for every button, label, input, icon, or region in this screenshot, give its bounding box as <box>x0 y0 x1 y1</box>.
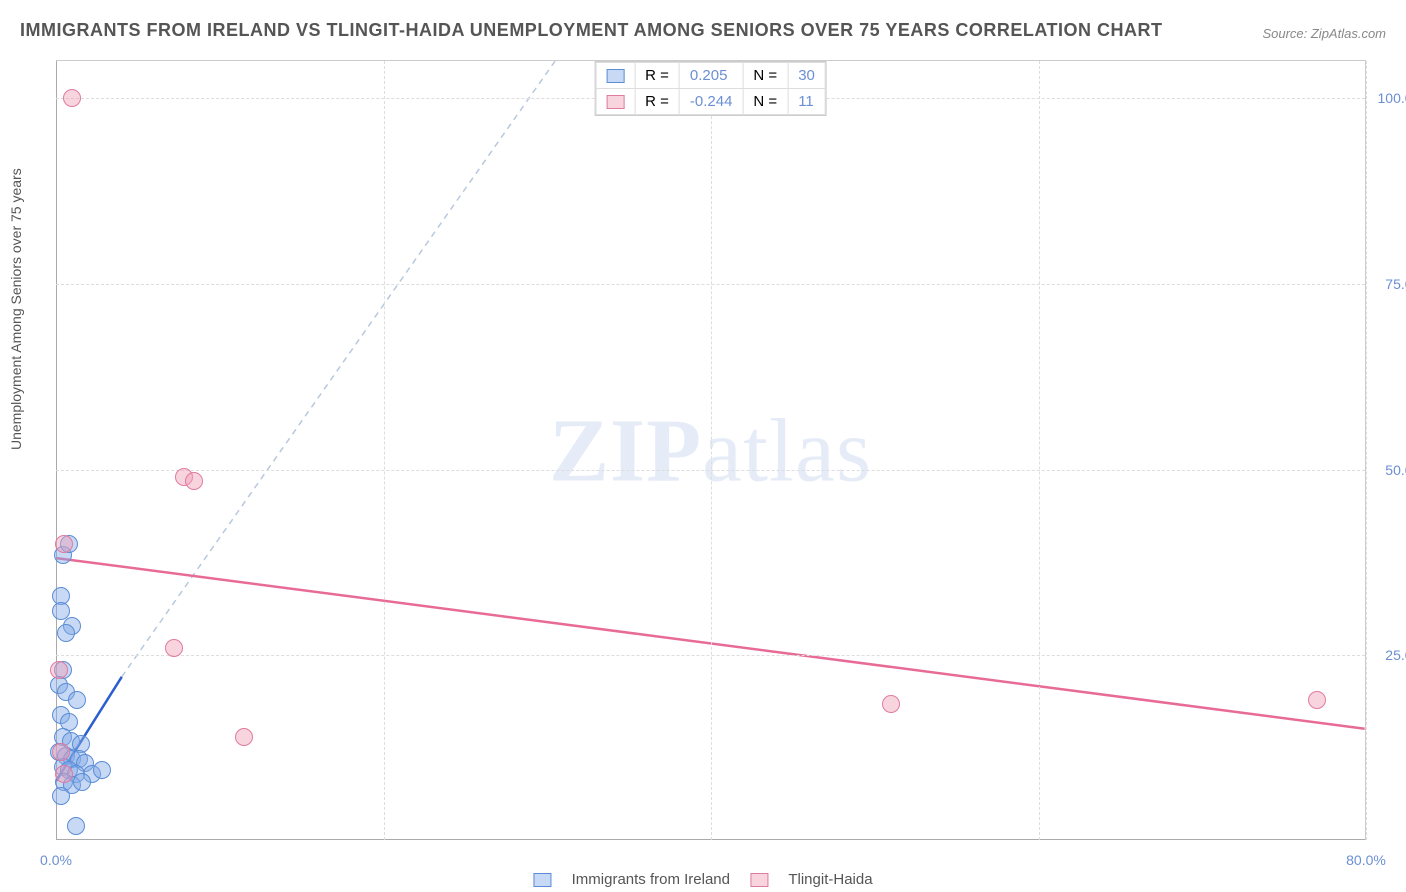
blue-swatch-icon <box>533 873 551 887</box>
series-label: Tlingit-Haida <box>788 871 872 888</box>
scatter-point <box>882 695 900 713</box>
pink-swatch-icon <box>606 95 624 109</box>
stats-row: R = 0.205 N = 30 <box>596 63 826 89</box>
scatter-point <box>67 817 85 835</box>
gridline-v <box>711 61 712 840</box>
pink-swatch-icon <box>750 873 768 887</box>
scatter-point <box>235 728 253 746</box>
stats-row: R = -0.244 N = 11 <box>596 89 826 115</box>
scatter-point <box>52 743 70 761</box>
scatter-point <box>55 765 73 783</box>
x-tick-label: 80.0% <box>1346 852 1386 868</box>
watermark-bold: ZIP <box>549 401 702 500</box>
scatter-point <box>1308 691 1326 709</box>
scatter-point <box>52 787 70 805</box>
series-label: Immigrants from Ireland <box>572 871 730 888</box>
watermark-thin: atlas <box>702 401 872 500</box>
x-tick-label: 0.0% <box>40 852 72 868</box>
scatter-point <box>57 624 75 642</box>
y-axis-label: Unemployment Among Seniors over 75 years <box>8 168 24 450</box>
source-label: Source: ZipAtlas.com <box>1262 26 1386 41</box>
r-label: R = <box>635 89 680 115</box>
scatter-point <box>73 773 91 791</box>
r-value: -0.244 <box>679 89 743 115</box>
n-label: N = <box>743 89 788 115</box>
chart-container: IMMIGRANTS FROM IRELAND VS TLINGIT-HAIDA… <box>0 0 1406 892</box>
gridline-v <box>1039 61 1040 840</box>
scatter-point <box>50 661 68 679</box>
scatter-point <box>68 691 86 709</box>
y-tick-label: 25.0% <box>1385 647 1406 663</box>
n-value: 11 <box>788 89 826 115</box>
n-label: N = <box>743 63 788 89</box>
y-tick-label: 75.0% <box>1385 276 1406 292</box>
chart-title: IMMIGRANTS FROM IRELAND VS TLINGIT-HAIDA… <box>20 20 1163 41</box>
scatter-point <box>55 535 73 553</box>
plot-area: ZIPatlas R = 0.205 N = 30 R = -0.244 N = <box>56 60 1366 840</box>
r-value: 0.205 <box>679 63 743 89</box>
y-tick-label: 100.0% <box>1378 90 1406 106</box>
scatter-point <box>165 639 183 657</box>
scatter-point <box>93 761 111 779</box>
scatter-point <box>185 472 203 490</box>
gridline-v <box>384 61 385 840</box>
gridline-v <box>1366 61 1367 840</box>
blue-swatch-icon <box>606 69 624 83</box>
r-label: R = <box>635 63 680 89</box>
n-value: 30 <box>788 63 826 89</box>
stats-legend: R = 0.205 N = 30 R = -0.244 N = 11 <box>594 61 827 116</box>
scatter-point <box>63 89 81 107</box>
series-legend: Immigrants from Ireland Tlingit-Haida <box>525 871 880 888</box>
y-tick-label: 50.0% <box>1385 462 1406 478</box>
